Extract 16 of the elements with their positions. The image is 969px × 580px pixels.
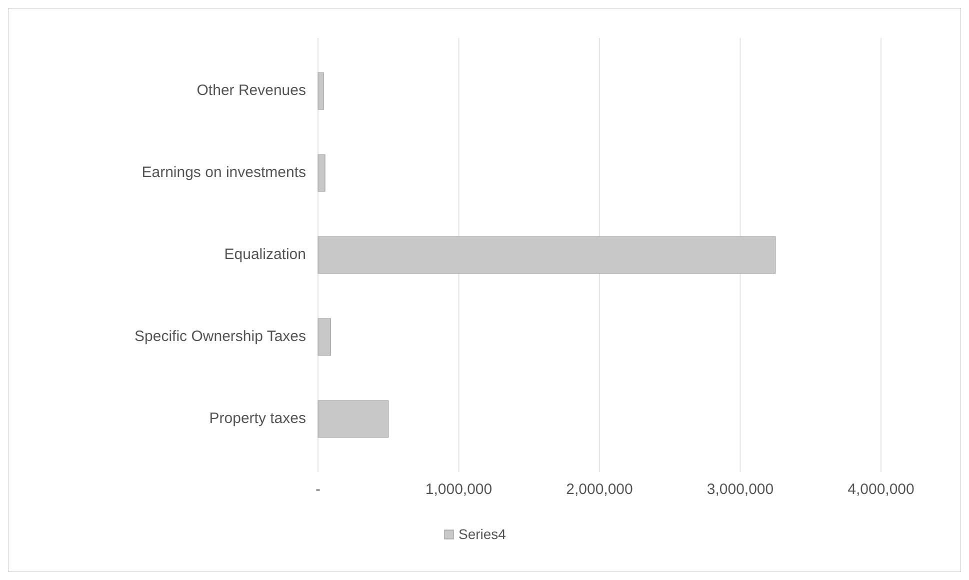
bar [318,236,776,274]
x-tick-label: - [316,481,320,498]
x-tick-label: 3,000,000 [706,481,774,498]
x-tick-label: 2,000,000 [566,481,633,498]
bar [318,72,324,110]
x-tick-label: 4,000,000 [848,481,914,498]
legend-label: Series4 [458,526,506,542]
y-tick-label: Other Revenues [196,82,306,100]
y-tick-label: Equalization [224,246,306,263]
y-tick-label: Specific Ownership Taxes [134,328,306,345]
bar [318,400,389,438]
bar [318,318,331,356]
bar [318,154,326,192]
y-tick-label: Earnings on investments [142,164,306,181]
x-tick-label: 1,000,000 [425,481,492,498]
y-tick-label: Property taxes [209,410,306,427]
